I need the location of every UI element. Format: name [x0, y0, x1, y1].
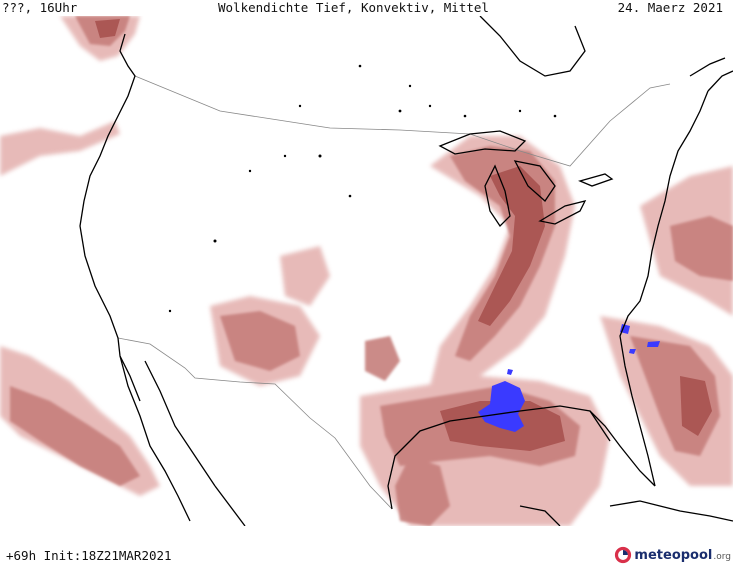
cloud-sw-core — [220, 311, 300, 371]
meteopool-logo-icon — [615, 546, 632, 564]
cloud-layer-dense — [95, 19, 712, 451]
canada-east — [707, 70, 733, 92]
map-time-label: ???, 16Uhr — [2, 0, 78, 15]
florida-west — [589, 410, 611, 442]
cloud-caribbean-dense — [680, 376, 712, 436]
convective-cell-gulf — [478, 381, 525, 432]
lake-ontario — [578, 173, 614, 187]
map-date: 24. Maerz 2021 — [617, 0, 723, 15]
gulf-coast — [387, 405, 656, 510]
coastlines — [79, 16, 733, 526]
lake-michigan — [484, 164, 511, 228]
map-title: Wolkendichte Tief, Konvektiv, Mittel — [218, 0, 489, 15]
lake-huron — [513, 160, 556, 202]
cloud-midwest-dense — [478, 166, 545, 326]
hudson-bay-coast — [479, 16, 586, 77]
lake-superior — [438, 130, 527, 155]
cloud-rockies — [280, 246, 330, 306]
us-east-coast — [619, 90, 709, 487]
political-borders — [117, 75, 671, 510]
run-info: +69h Init:18Z21MAR2021 — [6, 548, 172, 563]
convective-cells — [478, 324, 660, 432]
us-mexico-border — [117, 337, 393, 510]
lake-erie — [538, 200, 587, 225]
us-west-coast — [79, 33, 141, 402]
cloud-pnw-dense — [95, 19, 120, 38]
footer-bar: +69h Init:18Z21MAR2021 meteopool .org — [0, 540, 733, 566]
cloud-texas — [395, 456, 450, 526]
yucatan — [519, 505, 561, 526]
meteopool-logo[interactable]: meteopool .org — [614, 545, 731, 565]
gulf-of-california — [144, 360, 216, 487]
logo-name: meteopool — [634, 547, 713, 563]
weather-map — [0, 16, 733, 526]
convective-cell-atl — [647, 341, 660, 347]
lake-dots — [168, 64, 557, 313]
cloud-lowmiss — [365, 336, 400, 381]
cloud-atlantic-core — [670, 216, 733, 281]
cuba — [609, 500, 733, 522]
nova-scotia — [689, 57, 726, 77]
baja-california — [119, 355, 191, 522]
us-canada-border — [134, 75, 671, 167]
convective-cell-sm2 — [629, 349, 636, 354]
logo-suffix: .org — [713, 552, 731, 562]
convective-cell-sm1 — [507, 369, 513, 375]
cloud-pacific-west — [0, 121, 120, 176]
cloud-pacific-sw-core — [10, 386, 140, 486]
mexico-west-coast — [214, 485, 246, 526]
